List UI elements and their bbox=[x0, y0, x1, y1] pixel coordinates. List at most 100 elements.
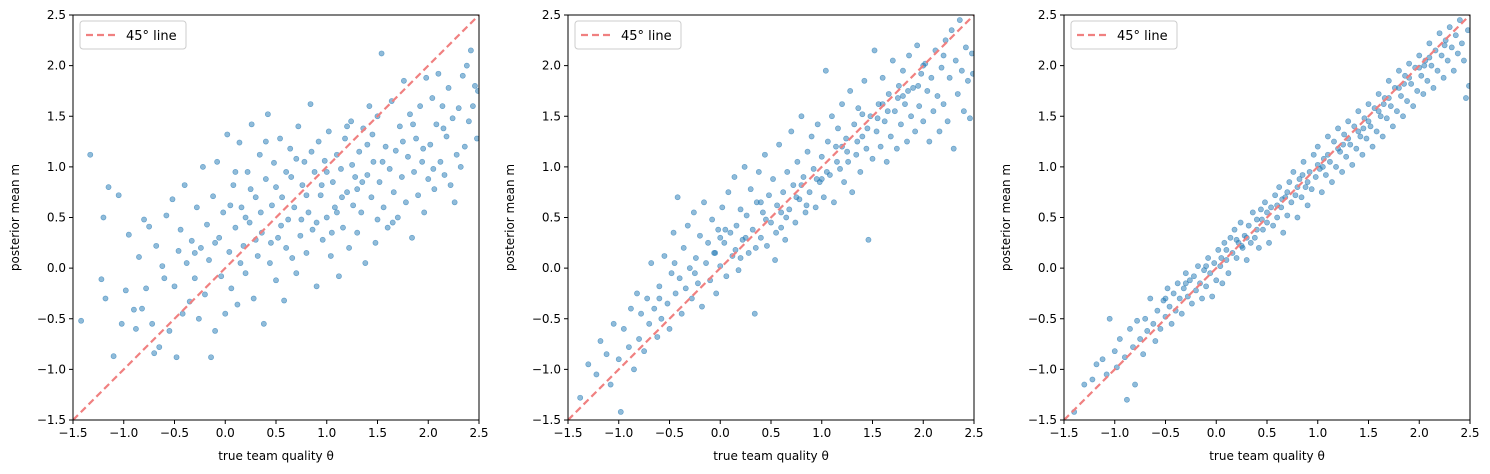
x-tick-label: 2.0 bbox=[419, 426, 438, 440]
scatter-point bbox=[969, 50, 974, 57]
scatter-point bbox=[1182, 280, 1189, 287]
scatter-point bbox=[439, 103, 446, 110]
scatter-point bbox=[1408, 80, 1415, 87]
scatter-point bbox=[839, 101, 845, 107]
scatter-point bbox=[399, 138, 406, 145]
scatter-point bbox=[333, 209, 340, 216]
scatter-point bbox=[688, 295, 695, 302]
scatter-point bbox=[682, 285, 689, 292]
y-axis-label: posterior mean m bbox=[503, 164, 517, 271]
scatter-point bbox=[1420, 91, 1427, 97]
scatter-point bbox=[1450, 67, 1457, 74]
scatter-point bbox=[122, 287, 129, 294]
scatter-point bbox=[1274, 214, 1281, 221]
scatter-point bbox=[692, 255, 699, 261]
scatter-point bbox=[717, 234, 724, 241]
scatter-point bbox=[656, 283, 663, 290]
scatter-point bbox=[822, 67, 829, 74]
scatter-point bbox=[183, 260, 190, 266]
scatter-point bbox=[671, 260, 678, 266]
scatter-point bbox=[169, 196, 176, 203]
scatter-point bbox=[262, 138, 269, 145]
scatter-point bbox=[727, 229, 734, 236]
scatter-point bbox=[1140, 351, 1147, 358]
scatter-point bbox=[1304, 179, 1311, 185]
scatter-point bbox=[423, 74, 430, 81]
scatter-point bbox=[1264, 219, 1270, 226]
y-tick-label: −1.5 bbox=[532, 413, 561, 427]
y-tick-label: 1.0 bbox=[47, 160, 66, 174]
scatter-point bbox=[234, 301, 241, 308]
scatter-point bbox=[849, 189, 856, 196]
scatter-point bbox=[638, 310, 644, 317]
scatter-point bbox=[1089, 376, 1096, 383]
scatter-point bbox=[790, 182, 797, 188]
scatter-point bbox=[788, 128, 795, 135]
scatter-point bbox=[877, 143, 884, 150]
scatter-point bbox=[87, 151, 94, 158]
scatter-point bbox=[1318, 189, 1325, 196]
y-tick-label: −1.0 bbox=[532, 362, 561, 376]
scatter-point bbox=[615, 356, 622, 363]
scatter-point bbox=[1106, 315, 1113, 322]
scatter-point bbox=[293, 270, 300, 277]
scatter-point bbox=[1170, 290, 1177, 297]
panels-root: −1.5 −1.0 −0.5 0.0 0.5 1.0 1.5 2.0 2.5 −1.5 −1.0 −0… bbox=[8, 8, 1480, 463]
y-axis-label: posterior mean m bbox=[999, 164, 1013, 271]
scatter-point bbox=[831, 199, 837, 206]
scatter-point bbox=[1174, 280, 1181, 287]
scatter-point bbox=[855, 105, 862, 112]
scatter-point bbox=[78, 317, 85, 324]
scatter-point bbox=[227, 202, 234, 209]
scatter-point bbox=[1264, 209, 1270, 216]
scatter-point bbox=[658, 315, 665, 322]
x-tick-label: −1.5 bbox=[1049, 426, 1078, 440]
scatter-point bbox=[948, 27, 955, 34]
scatter-point bbox=[1253, 216, 1260, 223]
scatter-point bbox=[151, 350, 158, 357]
x-tick-label: 2.0 bbox=[1410, 426, 1429, 440]
x-tick-label: 0.5 bbox=[761, 426, 780, 440]
scatter-point bbox=[329, 179, 336, 185]
scatter-point bbox=[105, 184, 112, 191]
scatter-point bbox=[344, 123, 350, 130]
scatter-point bbox=[308, 148, 315, 155]
scatter-point bbox=[472, 82, 478, 89]
scatter-point bbox=[273, 277, 279, 284]
scatter-point bbox=[115, 192, 122, 199]
scatter-point bbox=[1243, 257, 1250, 263]
scatter-point bbox=[705, 239, 711, 246]
scatter-point bbox=[195, 315, 202, 322]
scatter-point bbox=[277, 135, 283, 142]
scatter-point bbox=[636, 336, 642, 342]
scatter-point bbox=[1296, 176, 1303, 182]
scatter-point bbox=[210, 193, 216, 200]
scatter-point bbox=[350, 202, 357, 209]
scatter-point bbox=[946, 74, 953, 81]
scatter-point bbox=[1434, 67, 1441, 74]
scatter-point bbox=[905, 88, 911, 94]
y-tick-label: −1.5 bbox=[37, 413, 66, 427]
x-tick-label: 2.5 bbox=[964, 426, 983, 440]
scatter-point bbox=[864, 125, 871, 132]
scatter-point bbox=[773, 229, 779, 236]
scatter-point bbox=[793, 194, 800, 201]
scatter-point bbox=[437, 158, 444, 165]
scatter-point bbox=[1132, 381, 1138, 388]
scatter-point bbox=[812, 204, 819, 211]
scatter-point bbox=[900, 67, 906, 74]
scatter-point bbox=[1137, 336, 1144, 342]
scatter-point bbox=[339, 194, 345, 201]
scatter-point bbox=[1268, 204, 1274, 211]
scatter-point bbox=[680, 244, 687, 251]
scatter-point bbox=[1304, 202, 1311, 209]
scatter-point bbox=[323, 214, 330, 221]
scatter-point bbox=[317, 192, 324, 199]
scatter-point bbox=[712, 250, 719, 256]
scatter-point bbox=[1355, 108, 1362, 115]
scatter-point bbox=[668, 270, 675, 277]
scatter-point bbox=[425, 176, 432, 182]
scatter-point bbox=[670, 229, 677, 236]
scatter-point bbox=[262, 176, 269, 182]
scatter-point bbox=[1312, 174, 1319, 180]
